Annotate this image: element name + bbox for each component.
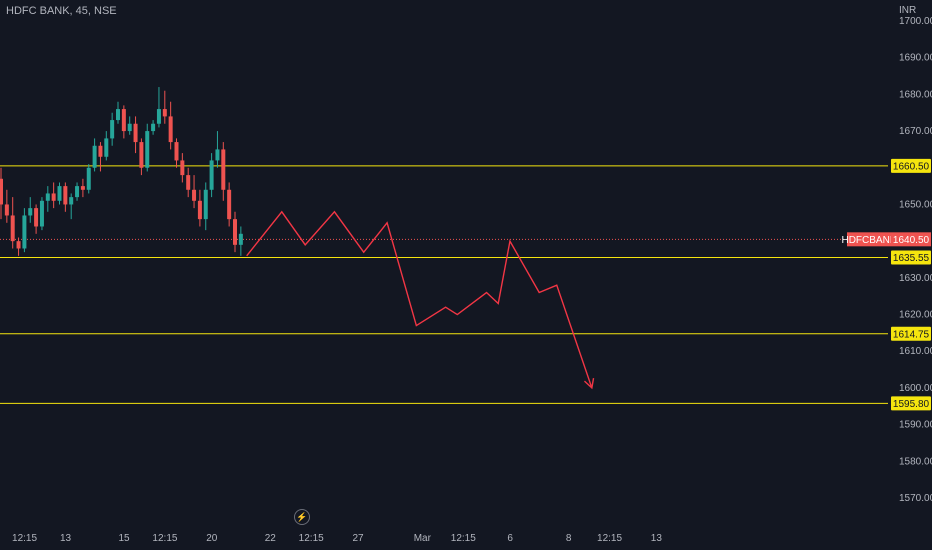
candle-body xyxy=(180,160,185,176)
x-tick-label: 12:15 xyxy=(152,533,177,544)
candle-body xyxy=(151,123,156,132)
candle-body xyxy=(92,145,97,168)
y-tick-label: 1690.00 xyxy=(899,53,932,64)
candle-body xyxy=(4,204,9,216)
y-tick-label: 1680.00 xyxy=(899,89,932,100)
y-tick-label: 1590.00 xyxy=(899,420,932,431)
candle-body xyxy=(98,145,103,157)
candle-body xyxy=(209,160,214,190)
candle-body xyxy=(139,142,144,168)
level-price-tags: 1660.50 1635.55 1614.75 1595.80 xyxy=(891,158,931,411)
candle-body xyxy=(221,149,226,190)
level-tag[interactable] xyxy=(891,396,931,411)
y-tick-label: 1580.00 xyxy=(899,456,932,467)
price-axis: 1570.00 1580.00 1590.00 1600.00 1610.00 1620.… xyxy=(899,16,932,504)
candle-body xyxy=(104,138,109,157)
candle-body xyxy=(215,149,220,161)
candle-body xyxy=(22,215,27,249)
candle-body xyxy=(133,123,138,143)
currency-label: INR xyxy=(899,5,917,16)
candle-body xyxy=(197,200,202,220)
y-tick-label: 1600.00 xyxy=(899,383,932,394)
projection-arrowhead xyxy=(584,377,595,390)
x-tick-label: 8 xyxy=(566,533,572,544)
x-tick-label: 15 xyxy=(118,533,130,544)
y-tick-label: 1610.00 xyxy=(899,346,932,357)
level-tag-label: 1595.80 xyxy=(893,399,930,410)
x-tick-label: Mar xyxy=(414,533,432,544)
candle-body xyxy=(51,193,56,201)
candle-body xyxy=(127,123,132,132)
symbol-tag-label: HDFCBANK xyxy=(841,235,896,246)
lightning-icon[interactable]: ⚡ xyxy=(294,509,310,525)
candle-body xyxy=(110,120,115,139)
candle-body xyxy=(121,109,126,132)
candle-body xyxy=(10,215,15,242)
level-tag[interactable] xyxy=(891,326,931,341)
candle-body xyxy=(75,186,80,198)
candle-body xyxy=(174,142,179,161)
y-tick-label: 1650.00 xyxy=(899,199,932,210)
horizontal-levels xyxy=(0,165,888,404)
x-tick-label: 27 xyxy=(352,533,364,544)
candle-body xyxy=(203,189,208,220)
y-tick-label: 1570.00 xyxy=(899,493,932,504)
level-tag-label: 1660.50 xyxy=(893,161,930,172)
candle-body xyxy=(116,109,120,121)
candle-body xyxy=(227,189,232,220)
x-tick-label: 20 xyxy=(206,533,218,544)
symbol-title[interactable]: HDFC BANK, 45, NSE xyxy=(6,5,117,17)
candle-body xyxy=(238,233,243,245)
level-tag-label: 1614.75 xyxy=(893,329,930,340)
x-tick-label: 12:15 xyxy=(451,533,476,544)
y-tick-label: 1620.00 xyxy=(899,310,932,321)
arrow-head xyxy=(584,377,595,390)
candle-body xyxy=(34,208,39,227)
candle-body xyxy=(145,131,150,168)
y-tick-label: 1700.00 xyxy=(899,16,932,27)
candle-body xyxy=(86,167,91,190)
candle-body xyxy=(192,189,197,201)
candle-body xyxy=(233,219,237,245)
last-price-tag xyxy=(891,232,931,247)
level-tag-label: 1635.55 xyxy=(893,253,930,264)
candle-body xyxy=(28,208,33,216)
last-price-tag-label: 1640.50 xyxy=(893,235,930,246)
y-tick-label: 1630.00 xyxy=(899,273,932,284)
level-tag[interactable] xyxy=(891,158,931,173)
time-axis: 12:15 13 15 12:15 20 22 12:15 27 Mar 12:15 6 8 12:15… xyxy=(12,533,662,544)
y-tick-label: 1670.00 xyxy=(899,126,932,137)
x-tick-label: 6 xyxy=(507,533,513,544)
candle-body xyxy=(16,241,21,249)
x-tick-label: 12:15 xyxy=(12,533,37,544)
projection-path xyxy=(246,210,593,389)
candle-body xyxy=(186,175,191,190)
candle-body xyxy=(80,186,85,190)
candlesticks xyxy=(0,87,243,256)
symbol-tag xyxy=(847,232,891,247)
candle-body xyxy=(39,200,44,227)
candle-body xyxy=(162,109,167,117)
x-tick-label: 12:15 xyxy=(299,533,324,544)
candle-body xyxy=(63,186,68,205)
x-tick-label: 13 xyxy=(651,533,663,544)
x-tick-label: 13 xyxy=(60,533,72,544)
level-tag[interactable] xyxy=(891,250,931,265)
x-tick-label: 12:15 xyxy=(597,533,622,544)
candle-body xyxy=(156,109,161,124)
x-tick-label: 22 xyxy=(265,533,277,544)
candle-body xyxy=(45,193,50,201)
candle-body xyxy=(168,116,173,143)
candle-body xyxy=(0,178,3,205)
candle-body xyxy=(57,186,62,201)
candle-body xyxy=(69,197,74,205)
